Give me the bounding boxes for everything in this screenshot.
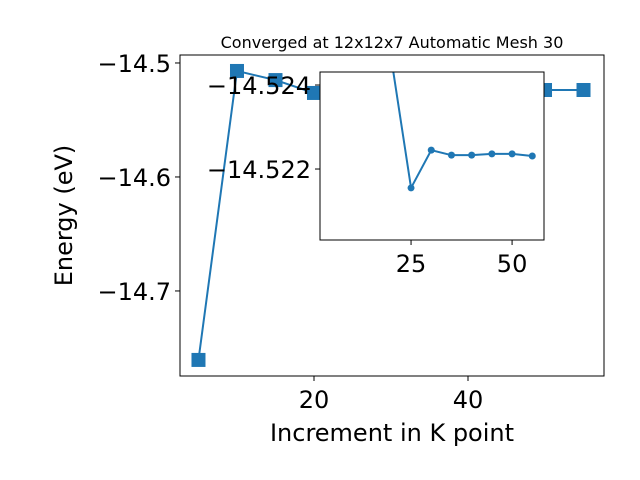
marker — [427, 146, 435, 154]
marker — [528, 152, 536, 160]
x-axis-label: Increment in K point — [270, 419, 514, 447]
marker — [306, 85, 321, 100]
marker — [407, 184, 415, 192]
y-tick-label: −14.522 — [207, 156, 311, 184]
axes-frame — [179, 54, 605, 377]
axes-frame — [319, 71, 545, 241]
y-tick-label: −14.6 — [97, 164, 171, 192]
y-tick-label: −14.5 — [97, 50, 171, 78]
marker — [508, 150, 516, 158]
marker — [268, 73, 283, 88]
x-tick-label: 50 — [497, 250, 528, 278]
x-tick-label: 20 — [299, 386, 330, 414]
marker — [447, 151, 455, 159]
marker — [229, 63, 244, 78]
chart-title: Converged at 12x12x7 Automatic Mesh 30 — [221, 33, 564, 52]
plot-area — [320, 72, 544, 240]
y-axis-label: Energy (eV) — [50, 145, 78, 287]
y-tick-label: −14.524 — [207, 72, 311, 100]
marker — [488, 150, 496, 158]
inset-chart: 25 50 −14.522 −14.524 — [207, 71, 545, 278]
marker — [191, 352, 206, 367]
x-tick-label: 40 — [453, 386, 484, 414]
marker — [468, 151, 476, 159]
marker — [576, 82, 591, 97]
x-tick-label: 25 — [396, 250, 427, 278]
series — [392, 72, 536, 192]
y-tick-label: −14.7 — [97, 278, 171, 306]
